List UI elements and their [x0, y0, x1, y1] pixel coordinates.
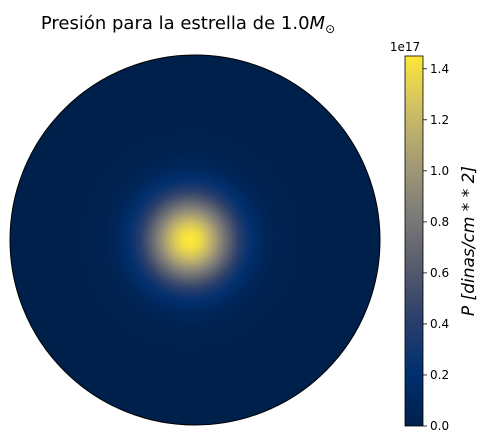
colorbar-tick-label: 0.6: [430, 266, 449, 280]
colorbar-tick-label: 1.0: [430, 164, 449, 178]
colorbar-offset-text: 1e17: [390, 40, 420, 54]
colorbar: [404, 55, 424, 427]
chart-title: Presión para la estrella de 1.0M⊙: [41, 13, 335, 36]
colorbar-tick-label: 0.0: [430, 419, 449, 433]
colorbar-label: P [dinas/cm * * 2]: [459, 166, 479, 316]
colorbar-tick-label: 0.8: [430, 215, 449, 229]
colorbar-tick-label: 1.4: [430, 62, 449, 76]
colorbar-ticks: 0.0 0.2 0.4 0.6 0.8 1.0 1.2 1.4: [423, 62, 449, 433]
colorbar-tick-label: 0.2: [430, 368, 449, 382]
chart-title-text: Presión para la estrella de 1.0: [41, 13, 310, 34]
colorbar-tick-label: 0.4: [430, 317, 449, 331]
star-disk: [9, 54, 381, 426]
chart-title-subscript: ⊙: [325, 22, 335, 36]
chart-title-symbol: M: [310, 13, 326, 34]
colorbar-tick-label: 1.2: [430, 113, 449, 127]
